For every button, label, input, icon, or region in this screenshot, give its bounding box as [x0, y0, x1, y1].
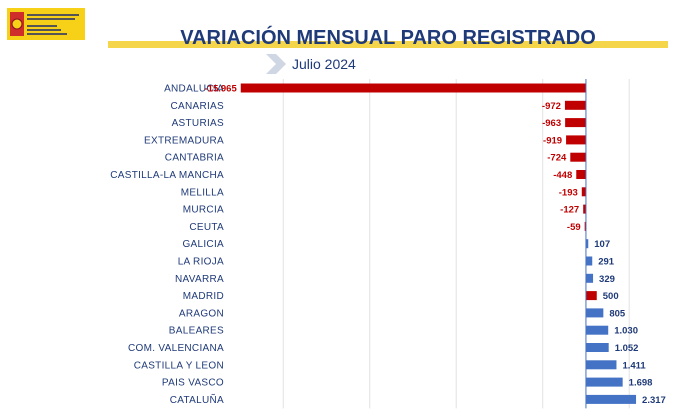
data-label: -724 — [547, 153, 567, 164]
data-label: 1.698 — [629, 378, 653, 389]
category-label: CASTILLA Y LEON — [134, 360, 224, 371]
data-label: -193 — [559, 187, 578, 198]
bar — [585, 360, 617, 370]
category-label: CEUTA — [189, 222, 224, 233]
data-label: 1.411 — [622, 360, 646, 371]
category-label: BALEARES — [169, 326, 224, 337]
data-label: -919 — [543, 135, 562, 146]
title-band — [108, 41, 668, 48]
data-label: 1.052 — [615, 343, 639, 354]
bar — [576, 170, 586, 179]
data-label: -15.965 — [205, 84, 238, 95]
bar — [585, 325, 609, 335]
data-label: -127 — [560, 205, 579, 216]
bar — [585, 343, 609, 352]
ministry-logo — [7, 8, 85, 40]
bar — [585, 291, 597, 301]
bar — [585, 256, 593, 266]
category-label: EXTREMADURA — [144, 135, 224, 146]
category-label: ANDALUCIA — [164, 84, 224, 95]
data-label: 329 — [599, 274, 615, 285]
bar — [585, 239, 589, 249]
chart-bars — [240, 83, 637, 404]
category-label: CATALUÑA — [170, 393, 224, 406]
data-label: 1.030 — [614, 326, 638, 337]
page-subtitle: Julio 2024 — [292, 56, 356, 72]
category-label: ARAGON — [179, 308, 224, 319]
data-label: 107 — [594, 239, 610, 250]
category-label: CANTABRIA — [165, 153, 224, 164]
category-label: CASTILLA-LA MANCHA — [110, 170, 224, 181]
data-label: 291 — [598, 257, 615, 268]
category-label: CANARIAS — [170, 101, 224, 112]
data-label: -972 — [542, 101, 561, 112]
data-label: 500 — [603, 291, 619, 302]
category-label: MELILLA — [181, 187, 224, 198]
data-label: 2.317 — [642, 395, 666, 406]
value-labels: -15.965 -972 -963 -919 -724 -448 -193 -127 -59 10… — [205, 84, 666, 406]
bar — [570, 152, 586, 162]
category-label: GALICIA — [182, 239, 224, 250]
data-label: -448 — [553, 170, 572, 181]
category-label: COM. VALENCIANA — [128, 343, 224, 354]
bar — [564, 100, 586, 110]
category-label: ASTURIAS — [172, 118, 224, 129]
page-title: VARIACIÓN MENSUAL PARO REGISTRADO — [180, 27, 596, 49]
data-label: 805 — [609, 308, 626, 319]
chart-grid — [282, 79, 630, 409]
category-label: LA RIOJA — [178, 257, 224, 268]
category-label: MURCIA — [183, 205, 224, 216]
category-labels: ANDALUCIA CANARIAS ASTURIAS EXTREMADURA CANT… — [110, 84, 224, 406]
bar — [240, 83, 586, 93]
bar — [584, 221, 587, 231]
bar — [583, 204, 586, 214]
category-label: MADRID — [183, 291, 224, 302]
bar — [565, 118, 586, 128]
data-label: -59 — [567, 222, 581, 233]
bar — [566, 135, 586, 145]
bar — [585, 273, 594, 283]
bar — [585, 377, 623, 387]
bar — [585, 394, 637, 404]
category-label: PAIS VASCO — [162, 378, 224, 389]
bar — [585, 308, 604, 318]
chevron-right-icon — [266, 54, 286, 74]
category-label: NAVARRA — [175, 274, 224, 285]
data-label: -963 — [542, 118, 561, 129]
bar — [581, 187, 586, 197]
